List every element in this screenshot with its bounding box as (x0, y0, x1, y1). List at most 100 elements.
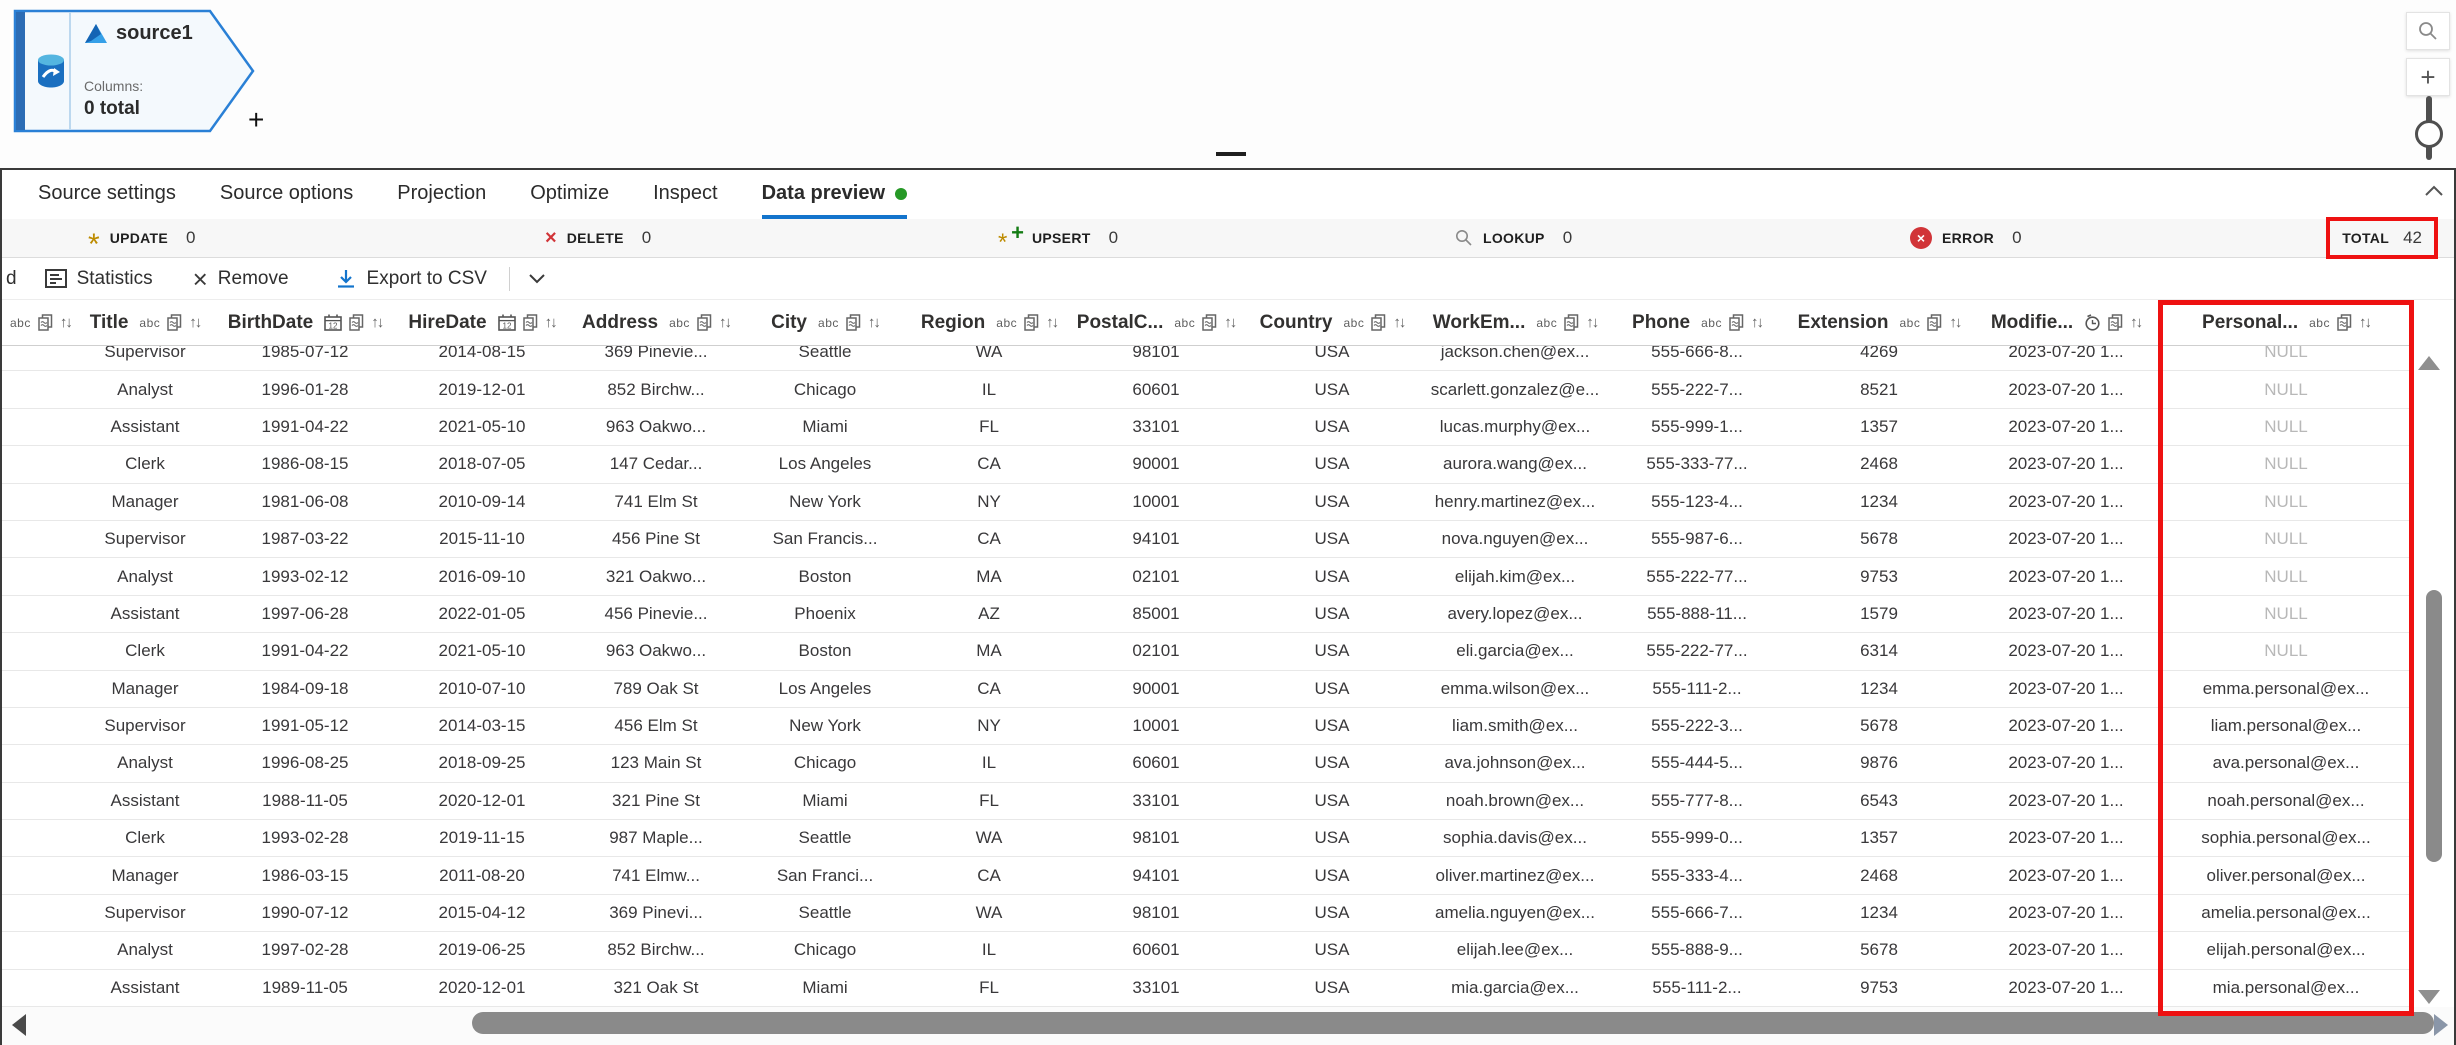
tab-source-options[interactable]: Source options (219, 182, 354, 204)
copy-column-button[interactable] (697, 314, 712, 331)
column-header-title[interactable]: Title abc ↑↓ (74, 300, 216, 345)
column-header-postalc[interactable]: PostalC... abc ↑↓ (1070, 300, 1242, 345)
copy-column-button[interactable] (1564, 314, 1579, 331)
tab-optimize[interactable]: Optimize (530, 182, 610, 204)
horizontal-scroll-left-arrow[interactable] (12, 1014, 26, 1036)
tab-data-preview[interactable]: Data preview (761, 170, 907, 219)
table-cell: WA (975, 828, 1003, 848)
table-cell: 1986-03-15 (261, 865, 349, 885)
copy-column-icon (1202, 314, 1217, 331)
copy-column-icon (38, 314, 53, 331)
copy-column-button[interactable] (1202, 314, 1217, 331)
table-cell: IL (981, 753, 997, 773)
copy-column-button[interactable] (349, 314, 364, 331)
toolbar-overflow-button[interactable] (528, 268, 546, 290)
horizontal-scrollbar-thumb[interactable] (472, 1012, 2434, 1034)
copy-column-button[interactable] (167, 314, 182, 331)
table-cell: 1989-11-05 (262, 977, 348, 997)
statistics-button[interactable]: Statistics (44, 268, 153, 290)
sort-column-icon[interactable]: ↑↓ (1224, 314, 1237, 331)
sort-column-icon[interactable]: ↑↓ (2130, 314, 2143, 331)
copy-column-button[interactable] (522, 314, 538, 331)
panel-collapse-button[interactable] (2424, 184, 2444, 202)
sort-column-icon[interactable]: ↑↓ (1750, 314, 1764, 331)
sort-column-icon[interactable]: ↑↓ (59, 314, 73, 331)
vertical-scroll-down-arrow[interactable] (2418, 990, 2440, 1004)
table-cell: 1985-07-12 (261, 346, 349, 362)
copy-column-button[interactable] (2337, 314, 2352, 331)
sort-column-icon[interactable]: ↑↓ (1393, 314, 1406, 331)
column-header-phone[interactable]: Phone abc ↑↓ (1608, 300, 1786, 345)
table-cell: 1984-09-18 (261, 678, 349, 698)
remove-button[interactable]: × Remove (192, 263, 289, 294)
table-cell: 963 Oakwo... (605, 641, 707, 661)
sort-column-icon[interactable]: ↑↓ (189, 314, 202, 331)
table-cell: 1579 (1860, 603, 1898, 623)
table-cell: 9753 (1860, 977, 1898, 997)
canvas-zoom-in-button[interactable]: + (2406, 58, 2450, 96)
table-cell: 10001 (1132, 716, 1180, 736)
export-to-csv-button[interactable]: Export to CSV (335, 268, 487, 290)
tab-inspect[interactable]: Inspect (653, 182, 718, 204)
column-header-truncated[interactable]: abc ↑↓ (2, 300, 74, 345)
copy-column-button[interactable] (1024, 314, 1039, 331)
column-header-city[interactable]: City abc ↑↓ (742, 300, 908, 345)
total-count: 42 (2403, 228, 2422, 247)
tab-projection[interactable]: Projection (397, 182, 487, 204)
column-header-address[interactable]: Address abc ↑↓ (570, 300, 742, 345)
copy-column-button[interactable] (1371, 314, 1386, 331)
table-cell: liam.smith@ex... (1452, 716, 1578, 736)
table-cell: 2021-05-10 (438, 416, 526, 436)
sort-column-icon[interactable]: ↑↓ (718, 314, 732, 331)
sort-column-icon[interactable]: ↑↓ (867, 314, 881, 331)
table-cell: 2023-07-20 1... (2008, 716, 2124, 736)
table-cell: oliver.personal@ex... (2206, 865, 2366, 885)
table-cell: Supervisor (104, 903, 186, 923)
copy-column-button[interactable] (2108, 314, 2123, 331)
table-cell: 2023-07-20 1... (2008, 566, 2124, 586)
sort-column-icon[interactable]: ↑↓ (371, 314, 384, 331)
column-header-modifie[interactable]: Modifie... ↑↓ (1972, 300, 2160, 345)
tab-source-settings[interactable]: Source settings (38, 182, 176, 204)
table-cell: CA (977, 678, 1001, 698)
vertical-scroll-up-arrow[interactable] (2418, 356, 2440, 370)
table-cell: 1993-02-28 (261, 828, 349, 848)
copy-column-button[interactable] (846, 314, 861, 331)
column-header-birthdate[interactable]: BirthDate 12 ↑↓ (216, 300, 394, 345)
sort-column-icon[interactable]: ↑↓ (1949, 314, 1962, 331)
table-cell: 1234 (1860, 678, 1898, 698)
column-header-personal[interactable]: Personal... abc ↑↓ (2160, 300, 2412, 345)
canvas-zoom-slider-knob[interactable] (2415, 120, 2443, 148)
copy-column-button[interactable] (38, 314, 53, 331)
horizontal-scroll-right-arrow[interactable] (2434, 1014, 2448, 1036)
column-header-hiredate[interactable]: HireDate 12 ↑↓ (394, 300, 570, 345)
table-cell: liam.personal@ex... (2210, 716, 2362, 736)
column-header-extension[interactable]: Extension abc ↑↓ (1786, 300, 1972, 345)
table-cell: USA (1314, 977, 1350, 997)
remove-x-icon: × (192, 263, 208, 294)
copy-column-button[interactable] (1927, 314, 1942, 331)
column-header-workem[interactable]: WorkEm... abc ↑↓ (1422, 300, 1608, 345)
sort-column-icon[interactable]: ↑↓ (544, 314, 558, 331)
column-header-region[interactable]: Region abc ↑↓ (908, 300, 1070, 345)
delete-x-icon: × (545, 226, 557, 249)
dataflow-canvas[interactable]: source1 Columns: 0 total + + (0, 0, 2456, 168)
add-transformation-button[interactable]: + (248, 104, 265, 135)
panel-resize-handle[interactable] (1216, 152, 1246, 156)
table-cell: 1993-02-12 (261, 566, 349, 586)
sort-column-icon[interactable]: ↑↓ (1046, 314, 1059, 331)
sort-column-icon[interactable]: ↑↓ (1586, 314, 1599, 331)
source-node[interactable]: source1 Columns: 0 total + (12, 8, 265, 135)
sort-column-icon[interactable]: ↑↓ (2358, 314, 2372, 331)
string-type-icon: abc (818, 315, 839, 330)
status-update: * UPDATE 0 (88, 228, 196, 261)
canvas-search-button[interactable] (2406, 12, 2450, 50)
vertical-scrollbar-thumb[interactable] (2426, 590, 2442, 862)
column-header-country[interactable]: Country abc ↑↓ (1242, 300, 1422, 345)
table-cell: 555-666-7... (1651, 903, 1743, 923)
table-cell: USA (1314, 790, 1350, 810)
table-cell: 741 Elm St (614, 491, 698, 511)
table-cell: 2022-01-05 (438, 603, 526, 623)
table-cell: 456 Pine St (612, 529, 700, 549)
copy-column-button[interactable] (1729, 314, 1744, 331)
